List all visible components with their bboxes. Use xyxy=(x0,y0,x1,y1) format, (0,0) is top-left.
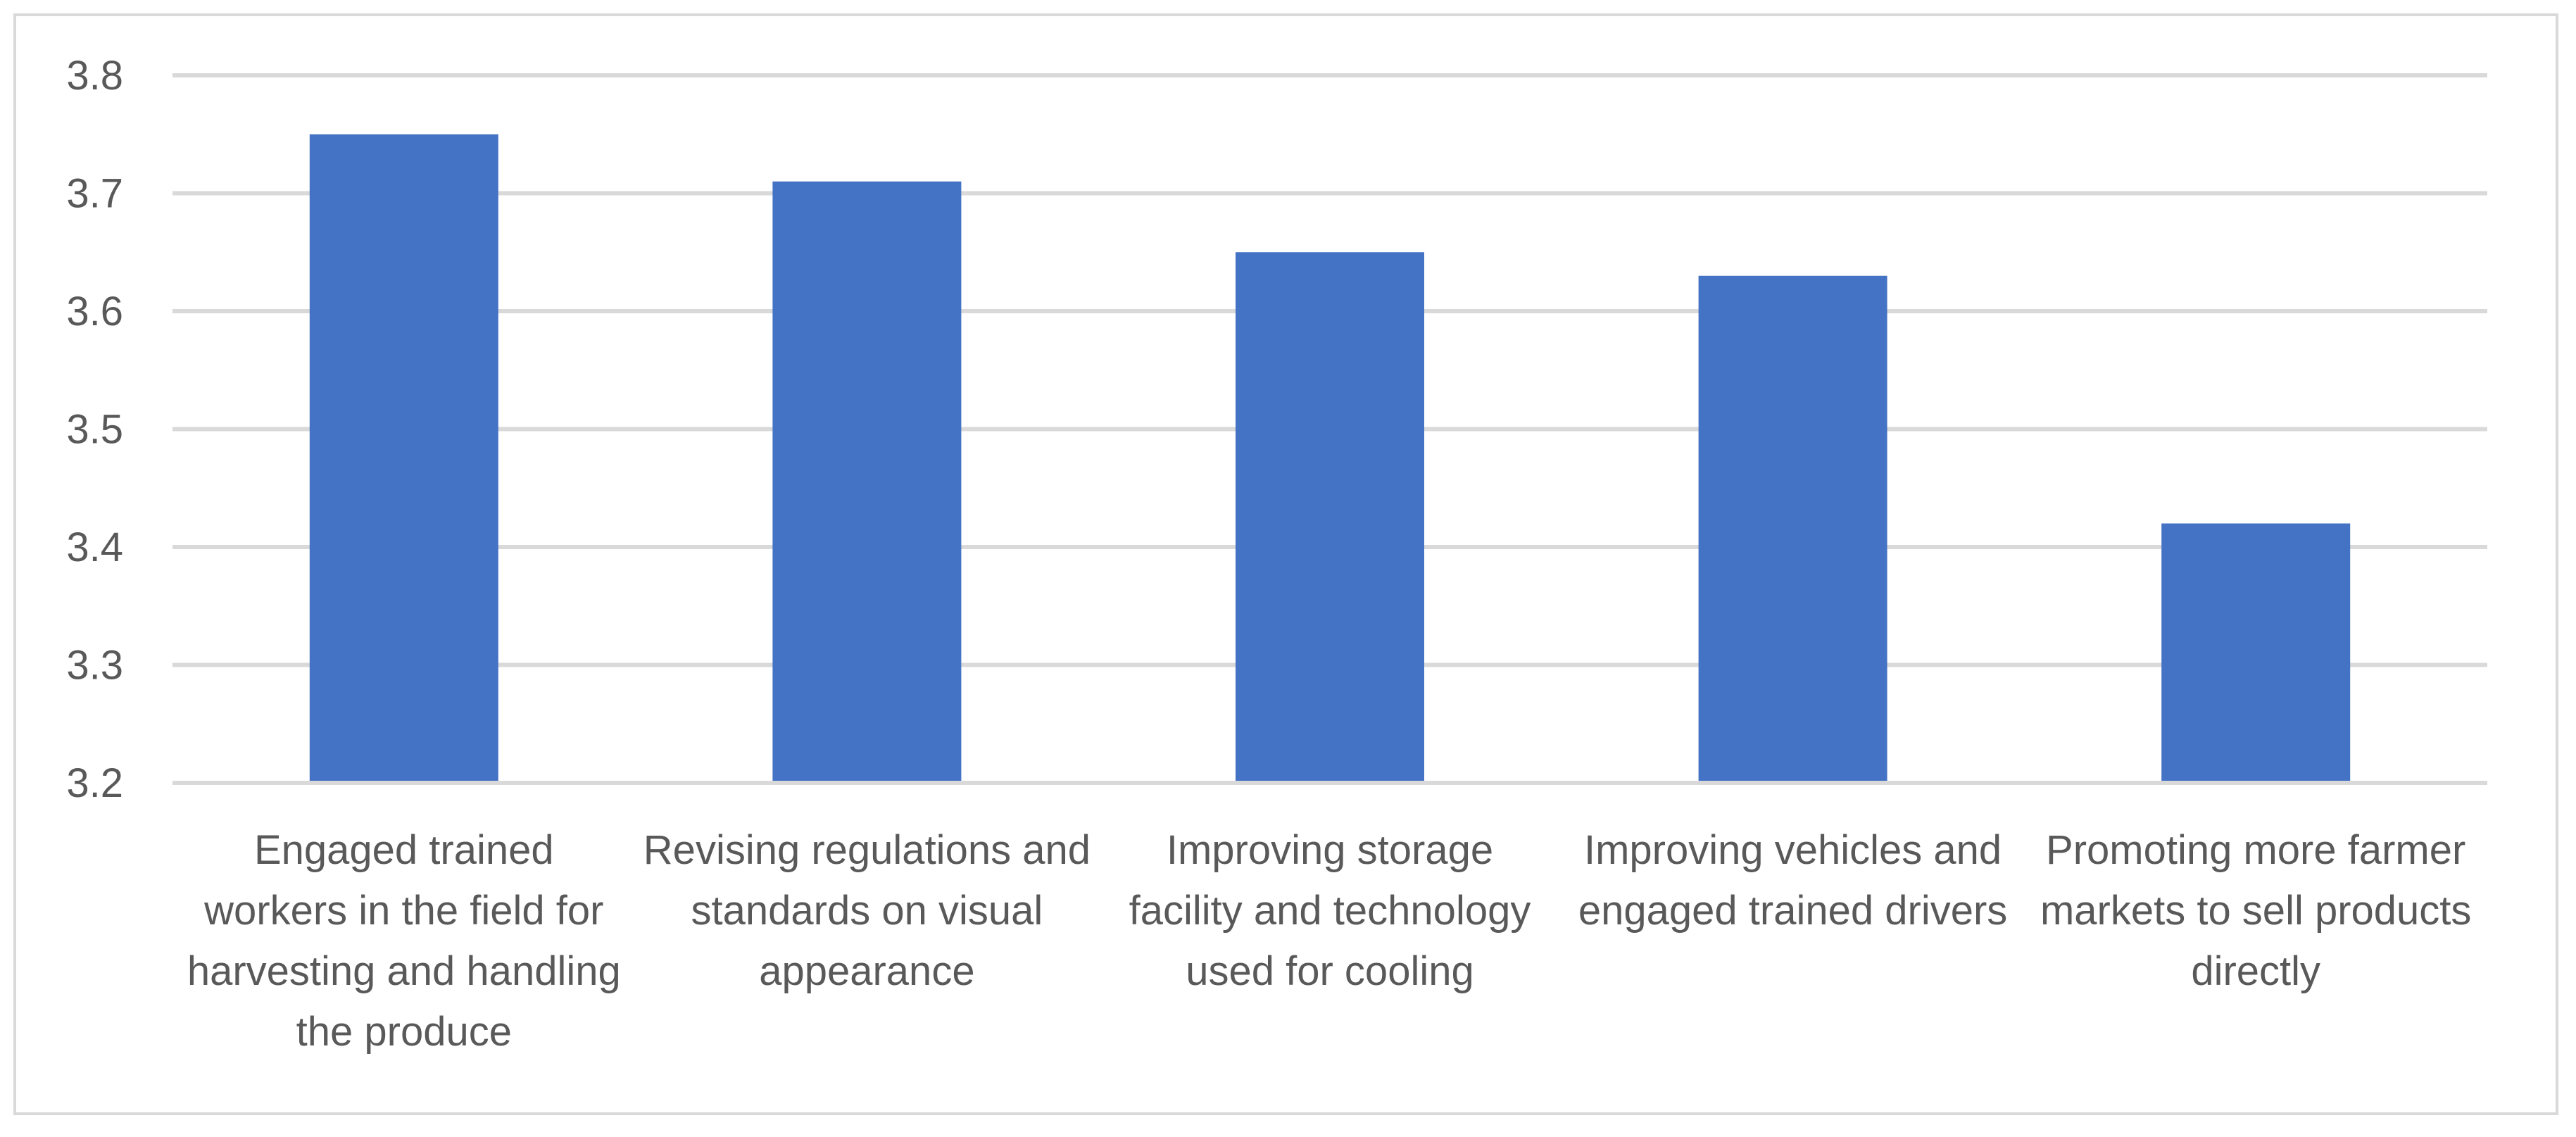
bar xyxy=(309,134,498,781)
y-tick-label: 3.5 xyxy=(66,407,123,453)
y-tick-label: 3.3 xyxy=(66,643,123,689)
y-tick-label: 3.8 xyxy=(66,53,123,99)
bar xyxy=(772,181,962,781)
y-tick-label: 3.2 xyxy=(66,760,123,806)
x-category-label: Improving storage facility and technolog… xyxy=(1129,827,1531,994)
x-category-label: Promoting more farmer markets to sell pr… xyxy=(2040,827,2472,994)
y-tick-label: 3.6 xyxy=(66,289,123,334)
bar xyxy=(2161,523,2351,781)
bar xyxy=(1236,252,1424,781)
chart-frame xyxy=(13,13,2558,1115)
y-tick-label: 3.4 xyxy=(66,524,123,570)
bar xyxy=(1698,275,1887,781)
x-category-label: Improving vehicles and engaged trained d… xyxy=(1578,827,2008,934)
x-category-label: Revising regulations and standards on vi… xyxy=(643,827,1091,994)
x-category-label: Engaged trained workers in the field for… xyxy=(187,827,621,1055)
y-tick-label: 3.7 xyxy=(66,171,123,217)
